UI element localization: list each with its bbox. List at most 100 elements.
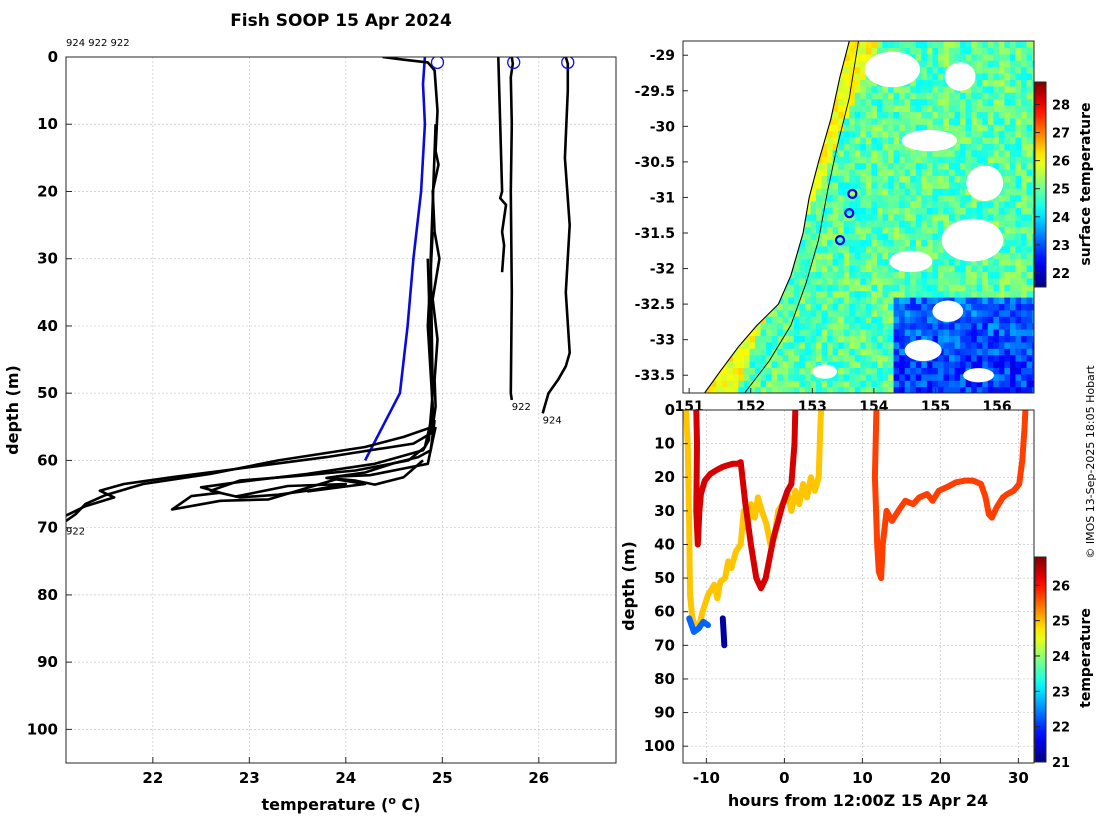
sst-cell: [937, 322, 944, 330]
sst-cell: [899, 361, 906, 368]
sst-cell: [899, 124, 906, 132]
sst-cell: [860, 98, 867, 106]
sst-cell: [949, 335, 956, 343]
sst-cell: [1010, 290, 1017, 298]
sst-cell: [832, 252, 839, 260]
sst-cell: [871, 220, 878, 228]
sst-cell: [888, 373, 895, 381]
sst-cell: [943, 105, 950, 112]
sst-cell: [854, 105, 861, 112]
sst-cell: [960, 143, 967, 151]
sst-cell: [788, 386, 795, 393]
sst-cell: [915, 169, 922, 176]
sst-cell: [1021, 348, 1028, 356]
sst-cell: [877, 213, 884, 221]
sst-cell: [793, 354, 800, 362]
sst-cell: [843, 124, 850, 132]
sst-cell: [926, 329, 933, 336]
sst-cell: [760, 380, 767, 388]
sst-cell: [987, 380, 994, 388]
sst-cell: [954, 143, 961, 151]
sst-cell: [926, 239, 933, 247]
sst-cell: [816, 258, 823, 266]
sst-cell: [799, 277, 806, 285]
sst-cell: [810, 277, 817, 285]
timeseries-xlabel: hours from 12:00Z 15 Apr 24: [728, 791, 988, 810]
sst-cell: [793, 258, 800, 266]
sst-cell: [744, 361, 751, 368]
sst-cell: [882, 117, 889, 125]
sst-cell: [877, 149, 884, 157]
sst-cell: [960, 265, 967, 272]
sst-cell: [1021, 66, 1028, 74]
sst-cell: [849, 162, 856, 170]
sst-cell: [865, 354, 872, 362]
sst-cell: [993, 258, 1000, 266]
sst-cell: [987, 105, 994, 112]
sst-cell: [799, 271, 806, 279]
sst-cell: [1021, 175, 1028, 183]
sst-cell: [871, 85, 878, 93]
sst-cell: [804, 341, 811, 349]
sst-cell: [976, 162, 983, 170]
sst-cell: [782, 316, 789, 324]
sst-cell: [1015, 98, 1022, 106]
sst-cell: [832, 245, 839, 253]
sst-cell: [816, 169, 823, 176]
sst-cell: [1032, 213, 1034, 221]
sst-cell: [987, 137, 994, 144]
sst-cell: [871, 117, 878, 125]
sst-cell: [899, 316, 906, 324]
sst-cell: [899, 245, 906, 253]
sst-cell: [915, 367, 922, 375]
sst-cell: [799, 335, 806, 343]
sst-cell: [1015, 47, 1022, 55]
sst-cell: [838, 79, 845, 87]
sst-cell: [865, 290, 872, 298]
sst-cell: [987, 98, 994, 106]
sst-cell: [1026, 188, 1033, 196]
sst-cell: [893, 201, 900, 208]
sst-cell: [926, 92, 933, 100]
sst-cell: [921, 245, 928, 253]
sst-cell: [821, 265, 828, 272]
sst-cell: [960, 373, 967, 381]
sst-cell: [749, 361, 756, 368]
sst-cell: [838, 181, 845, 189]
sst-cell: [838, 156, 845, 164]
sst-cell: [904, 201, 911, 208]
sst-cell: [899, 149, 906, 157]
sst-cell: [949, 297, 956, 304]
sst-cell: [932, 156, 939, 164]
sst-cell: [904, 380, 911, 388]
sst-cell: [854, 322, 861, 330]
sst-cell: [954, 258, 961, 266]
sst-cell: [1015, 105, 1022, 112]
sst-cell: [899, 117, 906, 125]
sst-cell: [744, 380, 751, 388]
sst-cell: [1004, 105, 1011, 112]
sst-cell: [871, 303, 878, 311]
sst-cell: [1032, 341, 1034, 349]
sst-cell: [827, 348, 834, 356]
sst-cell: [932, 271, 939, 279]
sst-cell: [976, 348, 983, 356]
sst-cell: [982, 380, 989, 388]
sst-cell: [910, 213, 917, 221]
sst-cell: [877, 169, 884, 176]
sst-cell: [937, 169, 944, 176]
sst-cell: [976, 41, 983, 48]
sst-cell: [899, 47, 906, 55]
sst-cell: [821, 271, 828, 279]
sst-cell: [971, 335, 978, 343]
sst-cell: [782, 290, 789, 298]
sst-cell: [810, 181, 817, 189]
sst-cell: [915, 92, 922, 100]
sst-cell: [821, 181, 828, 189]
sst-cell: [982, 258, 989, 266]
sst-cell: [926, 60, 933, 68]
sst-cell: [810, 239, 817, 247]
sst-cell: [1004, 284, 1011, 292]
sst-cell: [960, 47, 967, 55]
sst-cell: [976, 386, 983, 393]
